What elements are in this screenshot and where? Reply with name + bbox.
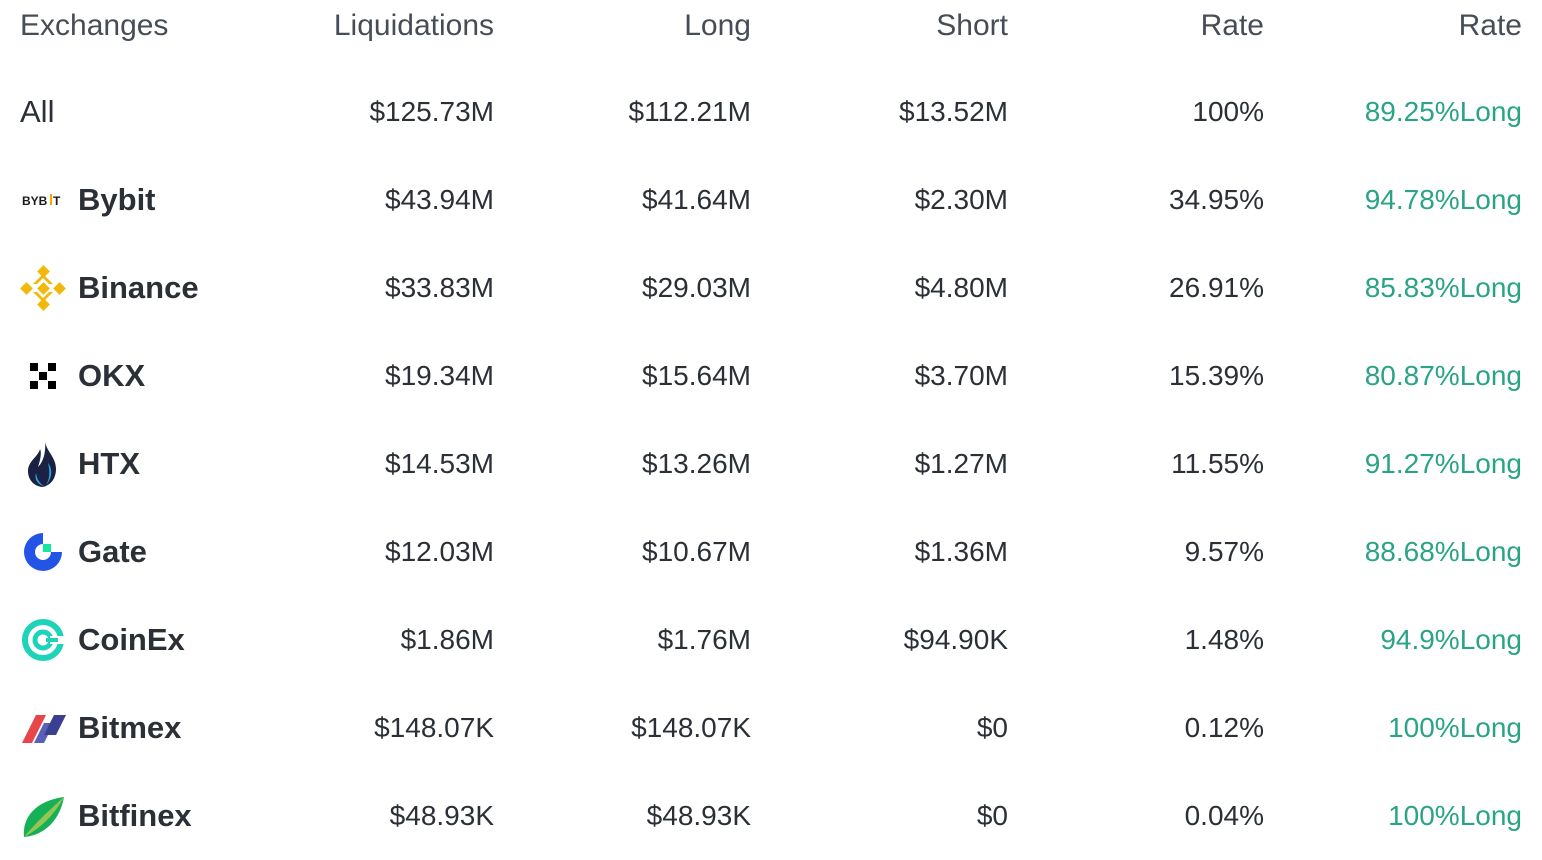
bitfinex-logo-icon [20, 793, 66, 839]
long-rate-value: 94.9%Long [1380, 624, 1522, 655]
bybit-logo-icon: BYB T [20, 177, 66, 223]
table-row[interactable]: Gate $12.03M $10.67M $1.36M 9.57% 88.68%… [0, 508, 1542, 596]
table-row[interactable]: Bitmex $148.07K $148.07K $0 0.12% 100%Lo… [0, 684, 1542, 772]
exchange-name: Bitfinex [78, 798, 192, 833]
short-value: $1.27M [914, 448, 1008, 479]
long-rate-value: 89.25%Long [1364, 96, 1522, 127]
exchange-cell: CoinEx [20, 596, 300, 684]
liquidations-value: $14.53M [385, 448, 494, 479]
liquidations-value: $19.34M [385, 360, 494, 391]
long-value: $1.76M [657, 624, 751, 655]
exchange-name: OKX [78, 358, 146, 393]
exchange-cell: Bitmex [20, 684, 300, 772]
long-value: $10.67M [642, 536, 751, 567]
column-header-rate-long[interactable]: Rate [1458, 9, 1522, 42]
column-header-short[interactable]: Short [936, 9, 1008, 42]
table-row[interactable]: Bitfinex $48.93K $48.93K $0 0.04% 100%Lo… [0, 772, 1542, 860]
gate-logo-icon [20, 529, 66, 575]
svg-text:T: T [53, 194, 61, 208]
rate-value: 9.57% [1184, 536, 1264, 567]
long-value: $41.64M [642, 184, 751, 215]
column-header-liquidations[interactable]: Liquidations [333, 9, 494, 42]
short-value: $1.36M [914, 536, 1008, 567]
liquidations-value: $1.86M [400, 624, 494, 655]
table-header: Exchanges Liquidations Long Short Rate R… [0, 0, 1542, 52]
exchange-name: CoinEx [78, 622, 185, 657]
liquidations-value: $125.73M [369, 96, 494, 127]
long-value: $48.93K [646, 800, 751, 831]
long-value: $148.07K [631, 712, 751, 743]
short-value: $0 [976, 800, 1008, 831]
long-rate-value: 100%Long [1388, 800, 1522, 831]
liquidations-value: $33.83M [385, 272, 494, 303]
rate-value: 11.55% [1171, 448, 1264, 479]
exchange-name: Gate [78, 534, 147, 569]
long-rate-value: 100%Long [1388, 712, 1522, 743]
rate-value: 34.95% [1169, 184, 1264, 215]
exchange-cell: OKX [20, 332, 300, 420]
exchange-name: Binance [78, 270, 199, 305]
long-rate-value: 85.83%Long [1364, 272, 1522, 303]
short-value: $3.70M [914, 360, 1008, 391]
long-value: $112.21M [628, 96, 751, 127]
exchange-cell: Bitfinex [20, 772, 300, 860]
htx-logo-icon [20, 441, 66, 487]
exchange-name: Bybit [78, 182, 156, 217]
long-value: $15.64M [642, 360, 751, 391]
table-row[interactable]: All $125.73M $112.21M $13.52M 100% 89.25… [0, 68, 1542, 156]
table-row[interactable]: BYB T Bybit $43.94M $41.64M $2.30M 34.95… [0, 156, 1542, 244]
table-row[interactable]: HTX $14.53M $13.26M $1.27M 11.55% 91.27%… [0, 420, 1542, 508]
table-row[interactable]: Binance $33.83M $29.03M $4.80M 26.91% 85… [0, 244, 1542, 332]
exchange-cell: BYB T Bybit [20, 156, 300, 244]
rate-value: 100% [1192, 96, 1264, 127]
short-value: $13.52M [899, 96, 1008, 127]
liquidations-value: $48.93K [389, 800, 494, 831]
exchange-cell: Binance [20, 244, 300, 332]
long-value: $13.26M [642, 448, 751, 479]
exchange-name: HTX [78, 446, 140, 481]
long-rate-value: 91.27%Long [1364, 448, 1522, 479]
long-rate-value: 80.87%Long [1364, 360, 1522, 391]
short-value: $0 [976, 712, 1008, 743]
liquidations-value: $148.07K [374, 712, 494, 743]
exchange-cell: All [20, 68, 300, 156]
table-row[interactable]: CoinEx $1.86M $1.76M $94.90K 1.48% 94.9%… [0, 596, 1542, 684]
rate-value: 15.39% [1169, 360, 1264, 391]
short-value: $2.30M [914, 184, 1008, 215]
column-header-long[interactable]: Long [684, 9, 751, 42]
rate-value: 0.04% [1184, 800, 1264, 831]
liquidations-value: $12.03M [385, 536, 494, 567]
bitmex-logo-icon [20, 705, 66, 751]
rate-value: 26.91% [1169, 272, 1264, 303]
long-value: $29.03M [642, 272, 751, 303]
binance-logo-icon [20, 265, 66, 311]
okx-logo-icon [20, 353, 66, 399]
table-row[interactable]: OKX $19.34M $15.64M $3.70M 15.39% 80.87%… [0, 332, 1542, 420]
long-rate-value: 88.68%Long [1364, 536, 1522, 567]
column-header-exchanges[interactable]: Exchanges [20, 9, 169, 42]
exchange-name: All [20, 94, 55, 129]
coinex-logo-icon [20, 617, 66, 663]
exchange-name: Bitmex [78, 710, 182, 745]
short-value: $94.90K [903, 624, 1008, 655]
column-header-rate[interactable]: Rate [1200, 9, 1264, 42]
rate-value: 0.12% [1184, 712, 1264, 743]
long-rate-value: 94.78%Long [1364, 184, 1522, 215]
svg-text:BYB: BYB [22, 194, 48, 208]
exchange-cell: HTX [20, 420, 300, 508]
liquidations-value: $43.94M [385, 184, 494, 215]
rate-value: 1.48% [1184, 624, 1264, 655]
exchange-cell: Gate [20, 508, 300, 596]
short-value: $4.80M [914, 272, 1008, 303]
